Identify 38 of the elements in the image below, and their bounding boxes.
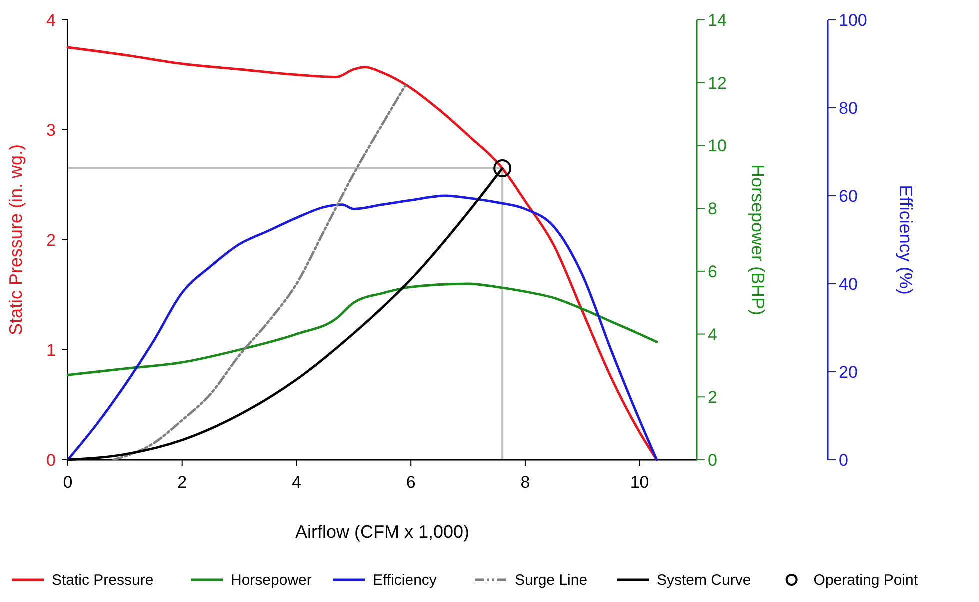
y3-tick-label: 100 bbox=[839, 11, 868, 30]
x-tick-label: 0 bbox=[63, 473, 73, 492]
y3-tick-label: 20 bbox=[839, 363, 858, 382]
y2-tick-label: 10 bbox=[708, 136, 727, 156]
legend-label: Horsepower bbox=[231, 572, 312, 589]
legend-label: Operating Point bbox=[814, 572, 919, 589]
y2-tick-label: 8 bbox=[708, 200, 718, 219]
x-axis-title: Airflow (CFM x 1,000) bbox=[295, 522, 470, 542]
y2-tick-label: 2 bbox=[708, 388, 718, 408]
y3-tick-label: 40 bbox=[839, 275, 858, 294]
y3-tick-label: 80 bbox=[839, 99, 858, 118]
y-tick-label: 3 bbox=[46, 121, 56, 140]
line-series bbox=[66, 194, 658, 462]
x-tick-label: 10 bbox=[630, 473, 650, 492]
y3-tick-label: 0 bbox=[839, 451, 848, 470]
legend-label: Static Pressure bbox=[52, 572, 154, 589]
y2-axis-title: Horsepower (BHP) bbox=[748, 164, 768, 316]
x-tick-label: 4 bbox=[292, 473, 302, 492]
y2-tick-label: 4 bbox=[708, 325, 718, 344]
legend-label: Efficiency bbox=[373, 572, 438, 589]
y3-axis-title: Efficiency (%) bbox=[896, 185, 916, 295]
legend-label: Surge Line bbox=[515, 572, 588, 589]
line-series bbox=[112, 84, 407, 462]
y-tick-label: 1 bbox=[46, 341, 56, 360]
x-tick-label: 8 bbox=[520, 473, 530, 492]
y3-tick-label: 60 bbox=[839, 187, 858, 206]
line-series bbox=[66, 282, 658, 376]
y-tick-label: 2 bbox=[46, 231, 56, 250]
y2-tick-label: 12 bbox=[708, 74, 727, 93]
y-axis-title: Static Pressure (in. wg.) bbox=[6, 144, 26, 336]
legend-label: System Curve bbox=[657, 572, 752, 589]
y2-tick-label: 14 bbox=[708, 11, 727, 30]
y-tick-label: 0 bbox=[46, 451, 56, 470]
y-tick-label: 4 bbox=[46, 11, 56, 30]
y2-tick-label: 0 bbox=[708, 451, 718, 470]
x-tick-label: 6 bbox=[406, 473, 416, 492]
y2-tick-label: 6 bbox=[708, 262, 718, 282]
x-tick-label: 2 bbox=[178, 473, 188, 492]
